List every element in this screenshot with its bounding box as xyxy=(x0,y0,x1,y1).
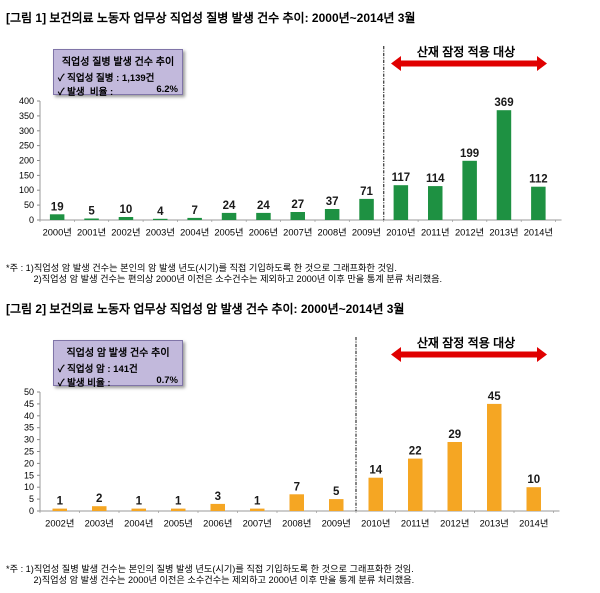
svg-text:2004년: 2004년 xyxy=(124,518,153,528)
svg-text:2013년: 2013년 xyxy=(489,227,518,237)
svg-text:2010년: 2010년 xyxy=(386,227,415,237)
svg-text:2011년: 2011년 xyxy=(401,518,430,528)
svg-text:25: 25 xyxy=(24,447,34,457)
svg-text:2009년: 2009년 xyxy=(352,227,381,237)
svg-text:2001년: 2001년 xyxy=(77,227,106,237)
svg-text:350: 350 xyxy=(19,111,34,121)
svg-text:150: 150 xyxy=(19,170,34,180)
svg-text:7: 7 xyxy=(191,205,197,217)
svg-text:2010년: 2010년 xyxy=(361,518,390,528)
svg-text:2011년: 2011년 xyxy=(421,227,450,237)
svg-text:14: 14 xyxy=(369,465,382,477)
svg-text:100: 100 xyxy=(19,185,34,195)
svg-text:117: 117 xyxy=(392,172,411,184)
svg-text:10: 10 xyxy=(120,204,133,216)
svg-text:300: 300 xyxy=(19,126,34,136)
svg-text:2000년: 2000년 xyxy=(43,227,72,237)
svg-text:10: 10 xyxy=(527,474,540,486)
svg-text:2003년: 2003년 xyxy=(85,518,114,528)
svg-text:2012년: 2012년 xyxy=(440,518,469,528)
svg-text:3: 3 xyxy=(215,491,221,503)
svg-text:29: 29 xyxy=(448,429,461,441)
svg-text:45: 45 xyxy=(488,391,501,403)
svg-text:369: 369 xyxy=(494,97,513,109)
svg-text:2006년: 2006년 xyxy=(249,227,278,237)
svg-text:200: 200 xyxy=(19,156,34,166)
svg-text:0: 0 xyxy=(29,215,34,225)
svg-text:199: 199 xyxy=(460,148,479,160)
svg-text:112: 112 xyxy=(529,174,548,186)
svg-text:2013년: 2013년 xyxy=(480,518,509,528)
svg-text:30: 30 xyxy=(24,435,34,445)
svg-text:400: 400 xyxy=(19,96,34,106)
svg-text:50: 50 xyxy=(24,200,34,210)
svg-text:50: 50 xyxy=(24,387,34,397)
svg-text:19: 19 xyxy=(51,201,64,213)
svg-text:35: 35 xyxy=(24,423,34,433)
svg-text:2007년: 2007년 xyxy=(243,518,272,528)
svg-text:2008년: 2008년 xyxy=(317,227,346,237)
svg-text:5: 5 xyxy=(29,494,34,504)
svg-text:2012년: 2012년 xyxy=(455,227,484,237)
svg-text:2002년: 2002년 xyxy=(111,227,140,237)
svg-text:2009년: 2009년 xyxy=(322,518,351,528)
svg-text:10: 10 xyxy=(24,482,34,492)
svg-text:5: 5 xyxy=(333,486,340,498)
svg-text:27: 27 xyxy=(291,199,304,211)
svg-text:24: 24 xyxy=(223,200,236,212)
svg-text:40: 40 xyxy=(24,411,34,421)
svg-text:2014년: 2014년 xyxy=(524,227,553,237)
svg-text:20: 20 xyxy=(24,458,34,468)
svg-text:250: 250 xyxy=(19,141,34,151)
svg-text:37: 37 xyxy=(326,196,339,208)
svg-text:1: 1 xyxy=(175,496,182,508)
svg-text:7: 7 xyxy=(294,481,300,493)
svg-text:1: 1 xyxy=(254,496,261,508)
svg-text:2002년: 2002년 xyxy=(45,518,74,528)
svg-text:2005년: 2005년 xyxy=(214,227,243,237)
svg-text:45: 45 xyxy=(24,399,34,409)
svg-text:1: 1 xyxy=(57,496,64,508)
svg-text:5: 5 xyxy=(88,206,95,218)
svg-text:24: 24 xyxy=(257,200,270,212)
svg-text:2006년: 2006년 xyxy=(203,518,232,528)
svg-text:2005년: 2005년 xyxy=(164,518,193,528)
svg-text:71: 71 xyxy=(360,186,373,198)
svg-text:4: 4 xyxy=(157,206,164,218)
svg-text:2014년: 2014년 xyxy=(519,518,548,528)
svg-text:2008년: 2008년 xyxy=(282,518,311,528)
svg-text:22: 22 xyxy=(409,446,422,458)
svg-text:2004년: 2004년 xyxy=(180,227,209,237)
svg-text:2: 2 xyxy=(96,493,102,505)
svg-text:2003년: 2003년 xyxy=(146,227,175,237)
svg-text:2007년: 2007년 xyxy=(283,227,312,237)
svg-text:15: 15 xyxy=(24,470,34,480)
svg-text:1: 1 xyxy=(136,496,143,508)
svg-text:0: 0 xyxy=(29,506,34,516)
svg-text:114: 114 xyxy=(426,173,445,185)
